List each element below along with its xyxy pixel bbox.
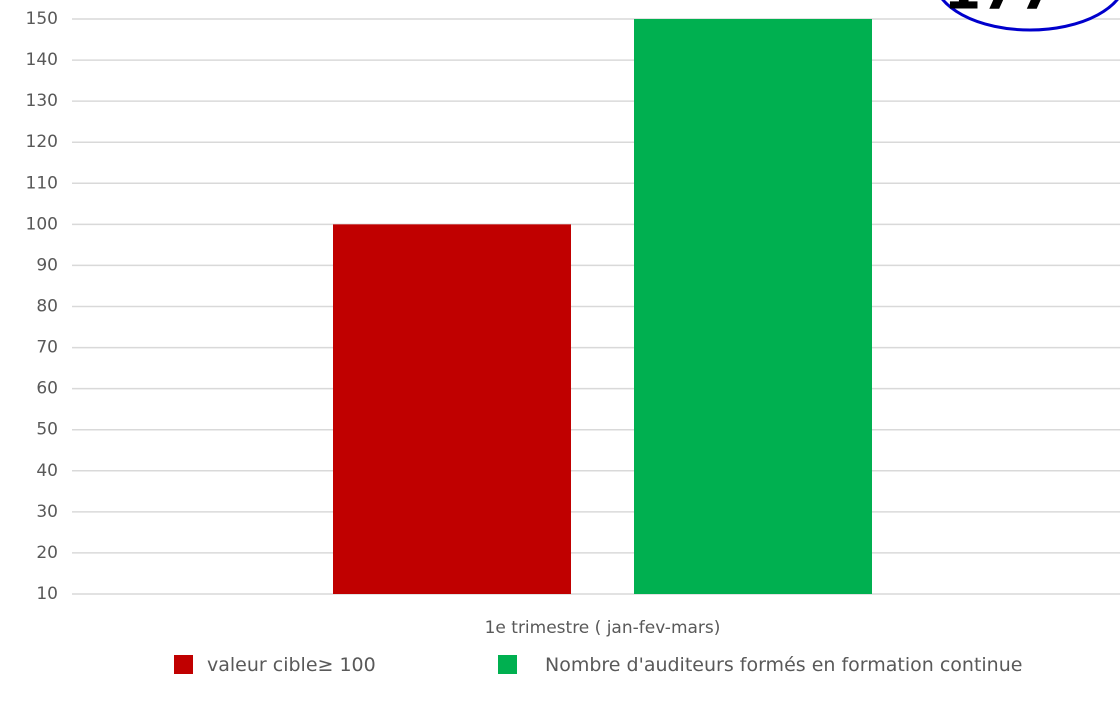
y-tick-label: 40 [36,461,58,481]
bar [634,19,872,595]
legend-swatch [498,655,517,674]
legend-swatch [174,655,193,674]
y-tick-label: 70 [36,338,58,358]
y-tick-label: 100 [26,214,58,234]
y-tick-label: 90 [36,255,58,275]
annotation-circle [941,0,1119,32]
y-tick-label: 140 [26,50,58,70]
annotation: 177 [944,0,1057,22]
y-tick-label: 10 [36,584,58,604]
y-tick-label: 130 [26,91,58,111]
y-tick-label: 50 [36,420,58,440]
y-tick-label: 20 [36,543,58,563]
y-tick-label: 80 [36,297,58,317]
y-tick-label: 60 [36,379,58,399]
y-tick-label: 120 [26,132,58,152]
y-tick-label: 150 [26,9,58,29]
plot-area [333,19,872,595]
legend-label: Nombre d'auditeurs formés en formation c… [545,654,1023,676]
y-tick-label: 30 [36,502,58,522]
bar [333,224,571,594]
y-tick-label: 110 [26,173,58,193]
x-tick-label: 1e trimestre ( jan-fev-mars) [485,618,721,638]
legend-label: valeur cible≥ 100 [207,654,376,676]
